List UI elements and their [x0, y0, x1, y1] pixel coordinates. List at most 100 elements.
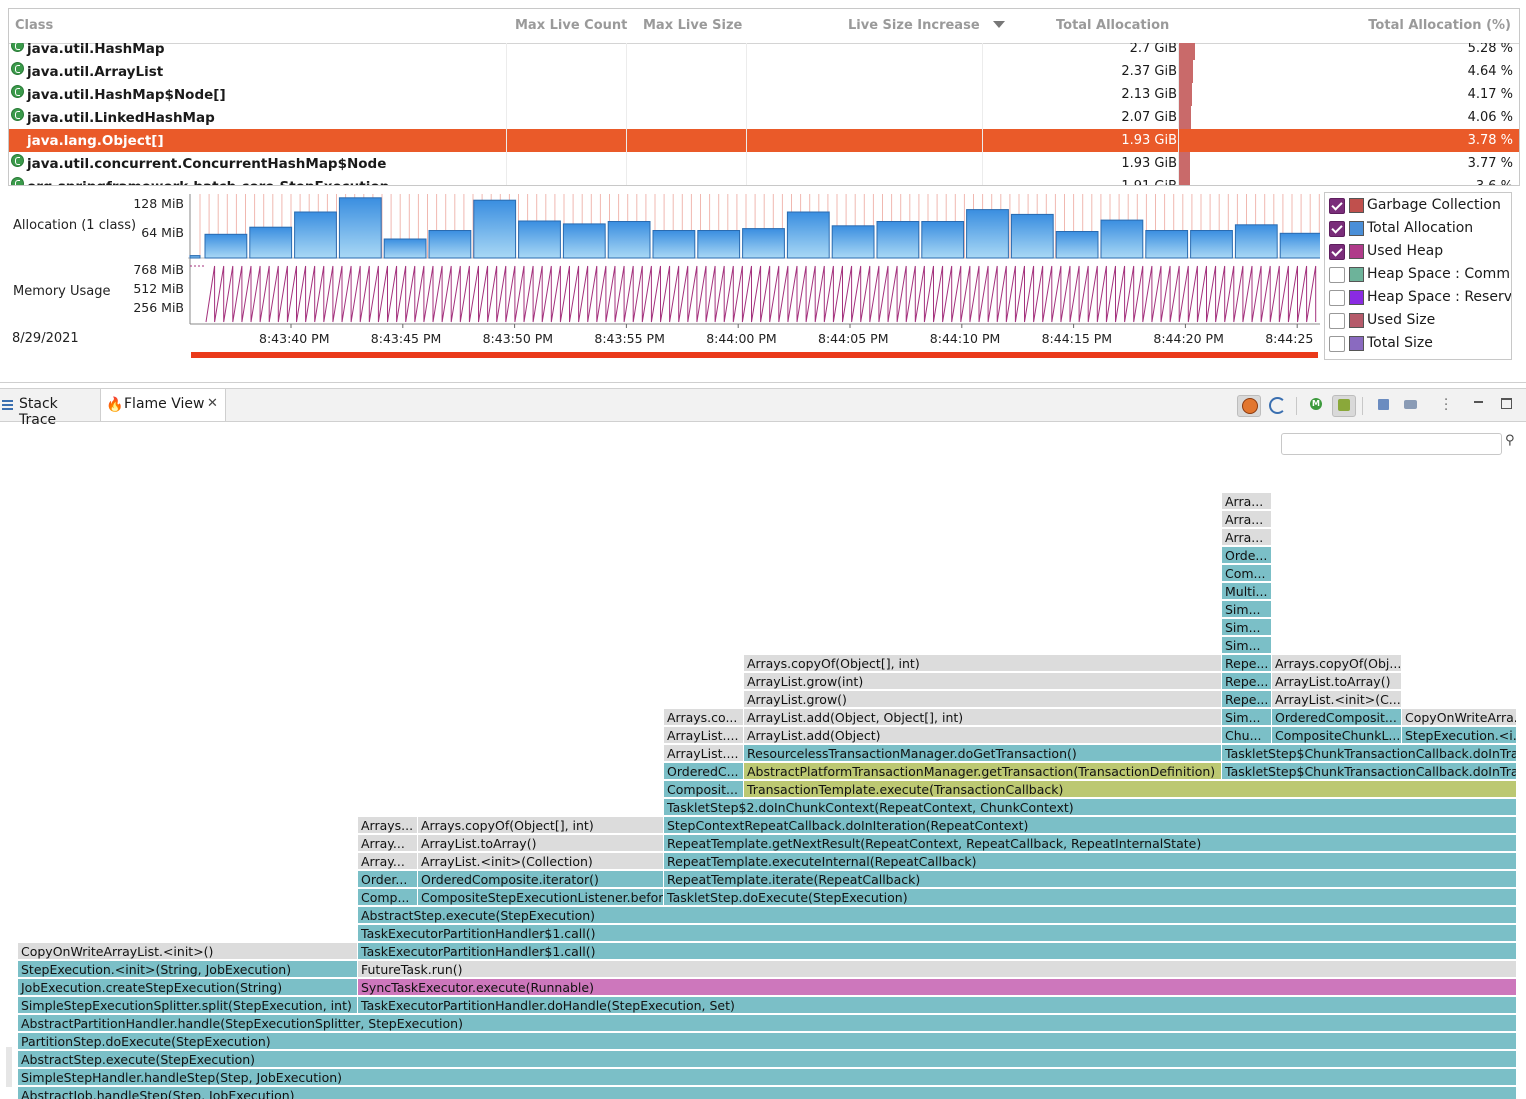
flame-frame[interactable]: Sim... — [1222, 637, 1272, 654]
flame-frame[interactable]: TaskExecutorPartitionHandler$1.call() — [358, 925, 1517, 942]
show-methods-button[interactable]: M — [1305, 395, 1327, 415]
flame-frame[interactable]: AbstractStep.execute(StepExecution) — [18, 1051, 1517, 1068]
flame-frame[interactable]: ArrayList.<init>(Collection) — [418, 853, 664, 870]
flame-frame[interactable]: ArrayList.grow() — [744, 691, 1222, 708]
tab-stack-trace[interactable]: Stack Trace — [0, 389, 99, 428]
flame-frame[interactable]: CompositeChunkL... — [1272, 727, 1402, 744]
column-header-max-live-size[interactable]: Max Live Size — [643, 18, 743, 33]
legend-checkbox[interactable] — [1329, 267, 1345, 283]
column-header-live-size-increase[interactable]: Live Size Increase — [848, 18, 980, 33]
flame-frame[interactable]: Arrays.copyOf(Object[], int) — [744, 655, 1222, 672]
flame-frame[interactable]: Repe... — [1222, 691, 1272, 708]
flame-frame[interactable]: TaskletStep.doExecute(StepExecution) — [664, 889, 1517, 906]
flame-frame[interactable]: AbstractStep.execute(StepExecution) — [358, 907, 1517, 924]
flame-frame[interactable]: Arra... — [1222, 511, 1272, 528]
flame-frame[interactable]: SyncTaskExecutor.execute(Runnable) — [358, 979, 1517, 996]
flame-frame[interactable]: OrderedComposite.iterator() — [418, 871, 664, 888]
table-row[interactable]: java.util.ArrayList 2.37 GiB 4.64 % — [9, 60, 1519, 83]
flame-frame[interactable]: Sim... — [1222, 619, 1272, 636]
table-row[interactable]: java.util.HashMap 2.7 GiB 5.28 % — [9, 43, 1519, 60]
flame-frame[interactable]: Arrays.copyOf(Object[], int) — [418, 817, 664, 834]
flame-frame[interactable]: ArrayList.... — [664, 745, 744, 762]
flame-frame[interactable]: AbstractPlatformTransactionManager.getTr… — [744, 763, 1222, 780]
save-button[interactable] — [1373, 395, 1395, 415]
flame-frame[interactable]: ArrayList.toArray() — [1272, 673, 1402, 690]
flame-frame[interactable]: Repe... — [1222, 655, 1272, 672]
flame-frame[interactable]: Chu... — [1222, 727, 1272, 744]
legend-item[interactable]: Heap Space : Committ — [1329, 265, 1511, 285]
flame-frame[interactable]: ArrayList.... — [664, 727, 744, 744]
flame-frame[interactable]: Sim... — [1222, 601, 1272, 618]
flame-frame[interactable]: CopyOnWriteArrayList.<init>() — [18, 943, 358, 960]
flame-frame[interactable]: Com... — [1222, 565, 1272, 582]
flame-frame[interactable]: ArrayList.add(Object, Object[], int) — [744, 709, 1222, 726]
flame-frame[interactable]: TaskletStep$ChunkTransactionCallback.doI… — [1222, 745, 1517, 762]
flame-frame[interactable]: AbstractJob.handleStep(Step, JobExecutio… — [18, 1087, 1517, 1099]
legend-item[interactable]: Total Size — [1329, 334, 1511, 354]
flame-frame[interactable]: OrderedComposit... — [1272, 709, 1402, 726]
legend-checkbox[interactable] — [1329, 336, 1345, 352]
flame-frame[interactable]: Order... — [358, 871, 418, 888]
flame-frame[interactable]: JobExecution.createStepExecution(String) — [18, 979, 358, 996]
table-row[interactable]: java.lang.Object[] 1.93 GiB 3.78 % — [9, 129, 1519, 152]
flame-graph[interactable]: AbstractJob.handleStep(Step, JobExecutio… — [18, 480, 1517, 1099]
flame-frame[interactable]: StepExecution.<i... — [1402, 727, 1517, 744]
flame-frame[interactable]: RepeatTemplate.getNextResult(RepeatConte… — [664, 835, 1517, 852]
table-row[interactable]: java.util.HashMap$Node[] 2.13 GiB 4.17 % — [9, 83, 1519, 106]
legend-checkbox[interactable] — [1329, 313, 1345, 329]
flame-frame[interactable]: TransactionTemplate.execute(TransactionC… — [744, 781, 1517, 798]
flame-frame[interactable]: PartitionStep.doExecute(StepExecution) — [18, 1033, 1517, 1050]
column-header-total-allocation-pct[interactable]: Total Allocation (%) — [1368, 18, 1511, 33]
flame-frame[interactable]: Arrays.co... — [664, 709, 744, 726]
flame-frame[interactable]: FutureTask.run() — [358, 961, 1517, 978]
legend-item[interactable]: Heap Space : Reserved — [1329, 288, 1511, 308]
flame-frame[interactable]: StepExecution.<init>(String, JobExecutio… — [18, 961, 358, 978]
legend-checkbox[interactable] — [1329, 198, 1345, 214]
print-button[interactable] — [1400, 395, 1422, 415]
flame-frame[interactable]: Arra... — [1222, 493, 1272, 510]
legend-item[interactable]: Used Heap — [1329, 242, 1511, 262]
flame-frame[interactable]: CopyOnWriteArra... — [1402, 709, 1517, 726]
flame-frame[interactable]: ArrayList.toArray() — [418, 835, 664, 852]
view-menu-button[interactable]: · · · — [1435, 394, 1457, 417]
flame-frame[interactable]: StepContextRepeatCallback.doInIteration(… — [664, 817, 1517, 834]
flame-frame[interactable]: CompositeStepExecutionListener.befor... — [418, 889, 664, 906]
table-row[interactable]: java.util.LinkedHashMap 2.07 GiB 4.06 % — [9, 106, 1519, 129]
table-row[interactable]: java.util.concurrent.ConcurrentHashMap$N… — [9, 152, 1519, 175]
flame-scroll-indicator[interactable] — [6, 1047, 12, 1087]
legend-item[interactable]: Garbage Collection — [1329, 196, 1511, 216]
flame-frame[interactable]: Sim... — [1222, 709, 1272, 726]
legend-checkbox[interactable] — [1329, 221, 1345, 237]
flame-color-button[interactable] — [1237, 395, 1261, 417]
column-header-class[interactable]: Class — [15, 18, 54, 33]
flame-frame[interactable]: TaskExecutorPartitionHandler$1.call() — [358, 943, 1517, 960]
flame-frame[interactable]: TaskExecutorPartitionHandler.doHandle(St… — [358, 997, 1517, 1014]
flame-frame[interactable]: TaskletStep$2.doInChunkContext(RepeatCon… — [664, 799, 1517, 816]
flame-frame[interactable]: Arrays.copyOf(Obj... — [1272, 655, 1402, 672]
show-packages-button[interactable] — [1332, 395, 1356, 417]
column-header-max-live-count[interactable]: Max Live Count — [515, 18, 628, 33]
legend-item[interactable]: Total Allocation — [1329, 219, 1511, 239]
search-icon[interactable]: ⚲ — [1505, 433, 1515, 448]
maximize-button[interactable] — [1496, 395, 1518, 415]
table-body[interactable]: java.util.HashMap 2.7 GiB 5.28 % java.util.… — [9, 43, 1519, 185]
flame-frame[interactable]: Composit... — [664, 781, 744, 798]
flame-frame[interactable]: Comp... — [358, 889, 418, 906]
legend-checkbox[interactable] — [1329, 244, 1345, 260]
sort-descending-icon[interactable] — [993, 21, 1005, 28]
flame-frame[interactable]: Multi... — [1222, 583, 1272, 600]
legend-checkbox[interactable] — [1329, 290, 1345, 306]
flame-frame[interactable]: RepeatTemplate.iterate(RepeatCallback) — [664, 871, 1517, 888]
flame-frame[interactable]: AbstractPartitionHandler.handle(StepExec… — [18, 1015, 1517, 1032]
chart-plot[interactable] — [188, 192, 1320, 362]
flame-frame[interactable]: SimpleStepExecutionSplitter.split(StepEx… — [18, 997, 358, 1014]
flame-frame[interactable]: TaskletStep$ChunkTransactionCallback.doI… — [1222, 763, 1517, 780]
legend-item[interactable]: Used Size — [1329, 311, 1511, 331]
flame-frame[interactable]: Arrays... — [358, 817, 418, 834]
refresh-button[interactable] — [1265, 395, 1287, 415]
flame-frame[interactable]: Orde... — [1222, 547, 1272, 564]
flame-frame[interactable]: ArrayList.grow(int) — [744, 673, 1222, 690]
flame-frame[interactable]: ArrayList.<init>(C... — [1272, 691, 1402, 708]
flame-search-input[interactable] — [1281, 433, 1502, 455]
flame-frame[interactable]: Repe... — [1222, 673, 1272, 690]
